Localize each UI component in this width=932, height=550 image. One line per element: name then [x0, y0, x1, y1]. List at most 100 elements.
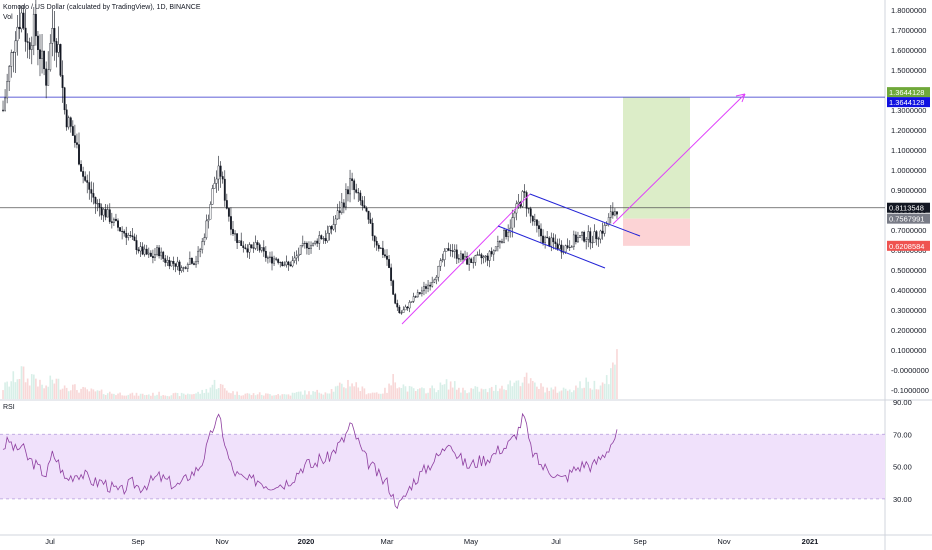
volume-bar — [242, 395, 245, 399]
volume-bar — [503, 389, 505, 399]
volume-bar — [129, 393, 132, 399]
volume-bar — [396, 388, 399, 399]
volume-bar — [328, 393, 331, 399]
volume-bar — [441, 384, 444, 399]
candle-body — [186, 264, 189, 269]
volume-bar — [176, 393, 179, 399]
volume-bar — [550, 387, 553, 399]
volume-bar — [605, 375, 608, 399]
candle-body — [96, 203, 99, 205]
volume-bar — [213, 379, 216, 399]
candle-body — [400, 312, 403, 314]
candle-body — [104, 209, 107, 218]
candle-body — [273, 258, 275, 264]
candle-body — [390, 267, 393, 281]
candle-body — [490, 251, 493, 255]
volume-bar — [431, 385, 433, 399]
candle-body — [429, 284, 432, 287]
volume-bar — [591, 389, 594, 399]
candle-body — [258, 244, 261, 251]
volume-bar — [102, 394, 105, 399]
volume-bar — [4, 382, 6, 399]
volume-bar — [57, 378, 60, 399]
volume-bar — [78, 392, 80, 399]
volume-bar — [168, 396, 171, 399]
candle-body — [39, 49, 41, 59]
time-axis[interactable]: Jul Sep Nov 2020 Mar May Jul Sep Nov 2021 — [45, 537, 818, 546]
candle-body — [482, 256, 485, 259]
candle-body — [152, 256, 154, 258]
volume-bar — [499, 388, 501, 399]
price-axis[interactable]: 1.80000001.70000001.60000001.50000001.40… — [891, 6, 929, 395]
candle-body — [201, 241, 204, 250]
volume-bar — [476, 386, 479, 399]
volume-bar — [556, 392, 559, 399]
candle-body — [86, 180, 89, 183]
candle-body — [359, 192, 362, 201]
volume-bar — [394, 382, 397, 399]
volume-bar — [265, 393, 267, 399]
candle-body — [67, 117, 70, 128]
candle-body — [599, 230, 602, 240]
candle-body — [191, 258, 193, 264]
candle-body — [26, 41, 29, 43]
volume-bar — [470, 388, 473, 399]
candle-body — [158, 247, 160, 257]
rsi-tick-label: 70.00 — [893, 430, 912, 439]
target-zone — [623, 97, 690, 219]
candle-body — [49, 43, 52, 70]
time-tick-label: Jul — [45, 537, 55, 546]
candle-body — [544, 236, 547, 243]
volume-bar — [599, 385, 602, 399]
volume-bar — [312, 391, 314, 399]
volume-bar — [45, 385, 47, 399]
candle-body — [447, 248, 450, 251]
volume-bar — [187, 393, 189, 399]
candle-body — [595, 231, 598, 239]
volume-bar — [382, 393, 384, 399]
candle-body — [427, 284, 429, 289]
candle-body — [264, 251, 267, 258]
candle-body — [353, 180, 356, 190]
volume-bar — [256, 394, 259, 399]
volume-bar — [488, 388, 491, 399]
volume-bar — [219, 383, 222, 399]
volume-bar — [127, 394, 130, 399]
candle-body — [166, 260, 169, 263]
price-tick-label: 0.5000000 — [891, 266, 926, 275]
candle-body — [587, 231, 590, 240]
price-tag-target: 1.3644128 — [887, 87, 930, 98]
volume-bar — [363, 388, 366, 399]
candle-body — [499, 241, 501, 243]
candle-body — [22, 12, 25, 29]
candle-body — [213, 183, 216, 189]
rsi-axis[interactable]: 90.00 70.00 50.00 30.00 — [893, 398, 912, 504]
volume-bar — [150, 395, 152, 399]
volume-bar — [486, 392, 489, 399]
candle-body — [501, 241, 503, 243]
candle-body — [125, 232, 128, 238]
candle-body — [8, 66, 11, 82]
volume-bar — [347, 379, 349, 399]
candle-body — [260, 247, 263, 251]
volume-bar — [170, 395, 173, 399]
candle-body — [248, 244, 251, 253]
candle-body — [418, 292, 421, 294]
volume-bar — [246, 393, 249, 399]
candle-body — [164, 258, 167, 263]
candle-body — [203, 237, 206, 242]
volume-bar — [607, 384, 610, 399]
volume-bar — [581, 388, 583, 399]
volume-bar — [357, 387, 360, 399]
candle-body — [488, 251, 491, 261]
candle-body — [529, 208, 532, 217]
volume-bar — [121, 395, 123, 399]
volume-bar — [293, 392, 296, 399]
volume-bar — [108, 391, 111, 399]
volume-bar — [310, 394, 312, 399]
volume-bar — [472, 388, 475, 399]
symbol-legend: Komodo / US Dollar (calculated by Tradin… — [3, 4, 201, 11]
candle-body — [123, 231, 126, 234]
volume-bar — [98, 390, 101, 399]
